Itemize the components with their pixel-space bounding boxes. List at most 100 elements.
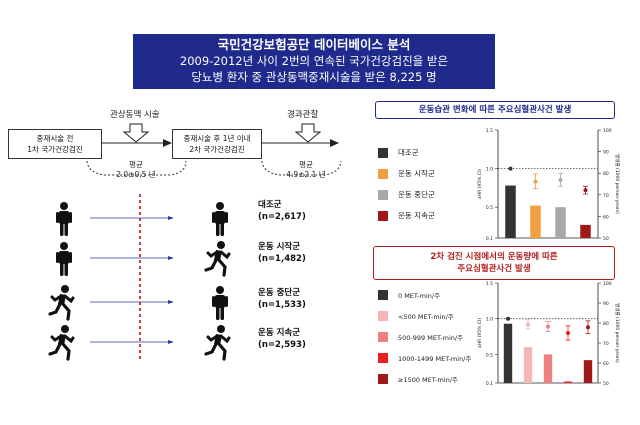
exam-box-2: 중재시술 후 1년 이내 2차 국가건강검진: [172, 129, 262, 159]
bar: [563, 381, 573, 383]
group-start: 운동 시작군 (n=1,482): [258, 241, 306, 265]
group-start-n: (n=1,482): [258, 254, 306, 264]
right-tick-label: 50: [603, 381, 609, 387]
down-arrow-followup: [294, 123, 322, 143]
panel-b-title-line2: 주요심혈관사건 발생: [457, 264, 531, 274]
panel-b-legend: 0 MET-min/주 <500 MET-min/주 500-999 MET-m…: [378, 284, 471, 389]
left-tick-label: 1.5: [486, 281, 493, 287]
left-tick-label: 1.5: [486, 128, 493, 134]
mean-2-value: 4.9±2.1 년: [286, 170, 326, 179]
group-stop-n: (n=1,533): [258, 300, 306, 310]
continue-before-figure: [48, 323, 75, 361]
legend-b-2: 500-999 MET-min/주: [378, 326, 471, 347]
group-stop: 운동 중단군 (n=1,533): [258, 287, 306, 311]
panel-b-title: 2차 검진 시점에서의 운동량에 따른 주요심혈관사건 발생: [373, 246, 615, 280]
legend-swatch: [378, 331, 388, 342]
left-tick-label: 1.0: [486, 317, 493, 323]
down-arrow-pci: [122, 123, 150, 143]
mean-1-label: 평균: [129, 160, 143, 169]
right-tick-label: 50: [603, 236, 609, 242]
right-tick-label: 60: [603, 361, 609, 367]
group-continue-name: 운동 지속군: [258, 328, 301, 338]
incidence-point: [508, 166, 513, 171]
legend-a-stop: 운동 중단군: [378, 184, 435, 205]
interval-brace-1: [86, 160, 187, 176]
group-continue: 운동 지속군 (n=2,593): [258, 327, 306, 351]
left-tick-label: 0.1: [486, 236, 493, 242]
legend-label: 1000-1499 MET-min/주: [398, 354, 472, 363]
legend-label: 500-999 MET-min/주: [398, 333, 464, 342]
right-tick-label: 100: [603, 281, 612, 287]
incidence-point: [586, 325, 590, 330]
panel-a-legend: 대조군 운동 시작군 운동 중단군 운동 지속군: [378, 142, 435, 226]
stop-before-figure: [48, 283, 75, 321]
legend-a-continue: 운동 지속군: [378, 205, 435, 226]
legend-swatch: [378, 168, 388, 179]
legend-b-1: <500 MET-min/주: [378, 305, 471, 326]
followup-label: 경과관찰: [287, 110, 319, 120]
legend-swatch: [378, 310, 388, 321]
legend-b-3: 1000-1499 MET-min/주: [378, 347, 471, 368]
right-tick-label: 70: [603, 193, 609, 199]
arrow-box1-to-box2: [102, 139, 172, 147]
legend-label: 운동 시작군: [398, 169, 435, 178]
right-axis-label: 발생률 (1000 person-years): [614, 154, 621, 214]
timeline-graphics: [86, 123, 342, 176]
title-line3: 당뇨병 환자 중 관상동맥중재시술을 받은 8,225 명: [191, 70, 437, 84]
panel-b-title-line1: 2차 검진 시점에서의 운동량에 따른: [430, 252, 558, 262]
right-tick-label: 80: [603, 171, 609, 177]
left-axis-label: aHR (95% CI): [477, 318, 483, 348]
legend-swatch: [378, 189, 388, 200]
legend-swatch: [378, 289, 388, 300]
mean-2-label: 평균: [299, 160, 313, 169]
legend-label: ≥1500 MET-min/주: [398, 375, 458, 384]
legend-label: 대조군: [398, 148, 419, 157]
legend-label: 운동 지속군: [398, 211, 435, 220]
group-figures: [48, 194, 231, 362]
legend-a-start: 운동 시작군: [378, 163, 435, 184]
group-continue-n: (n=2,593): [258, 340, 306, 350]
bar: [580, 224, 591, 238]
legend-swatch: [378, 210, 388, 221]
right-axis-label: 발생률 (1000 person-years): [614, 303, 621, 363]
chart-b: 1.5 1.0 0.5 0.1 100 90 80 70 60 50 aHR (95% CI) 발생률…: [477, 281, 621, 387]
bar: [503, 323, 513, 383]
right-tick-label: 100: [603, 128, 612, 134]
group-start-name: 운동 시작군: [258, 242, 301, 252]
start-after-figure: [204, 239, 231, 277]
incidence-point: [526, 322, 530, 327]
group-stop-name: 운동 중단군: [258, 288, 301, 298]
right-tick-label: 90: [603, 150, 609, 156]
exam-box-1: 중재시술 전 1차 국가건강검진: [8, 129, 102, 159]
bar: [530, 205, 541, 238]
left-tick-label: 0.5: [486, 205, 493, 211]
incidence-point: [566, 331, 570, 335]
right-tick-label: 60: [603, 214, 609, 220]
exam-box-2-line2: 2차 국가건강검진: [189, 145, 245, 154]
mean-interval-2: 평균 4.9±2.1 년: [276, 160, 336, 180]
legend-label: 0 MET-min/주: [398, 291, 441, 300]
left-axis-label: aHR (95% CI): [477, 169, 483, 199]
left-tick-label: 1.0: [486, 167, 493, 173]
incidence-point: [546, 324, 550, 329]
legend-label: 운동 중단군: [398, 190, 435, 199]
pci-label: 관상동맥 시술: [110, 110, 160, 120]
bar: [583, 360, 593, 383]
mean-interval-1: 평균 2.0±0.5 년: [106, 160, 166, 180]
group-control-n: (n=2,617): [258, 212, 306, 222]
title-line2: 2009-2012년 사이 2번의 연속된 국가건강검진을 받은: [179, 54, 449, 68]
legend-label: <500 MET-min/주: [398, 312, 454, 321]
continue-after-figure: [204, 323, 231, 361]
chart-a: 1.5 1.0 0.5 0.1 100 90 80 70 60 50 aHR (95% CI) 발생률…: [477, 128, 621, 242]
group-control-name: 대조군: [258, 200, 282, 210]
incidence-point: [583, 188, 588, 193]
exam-box-1-line2: 1차 국가건강검진: [27, 145, 83, 154]
legend-b-0: 0 MET-min/주: [378, 284, 471, 305]
bar: [523, 347, 533, 383]
right-tick-label: 90: [603, 301, 609, 307]
left-tick-label: 0.1: [486, 381, 493, 387]
bar: [505, 185, 516, 238]
legend-swatch: [378, 352, 388, 363]
exam-box-1-line1: 중재시술 전: [36, 134, 74, 143]
incidence-point: [506, 316, 510, 321]
